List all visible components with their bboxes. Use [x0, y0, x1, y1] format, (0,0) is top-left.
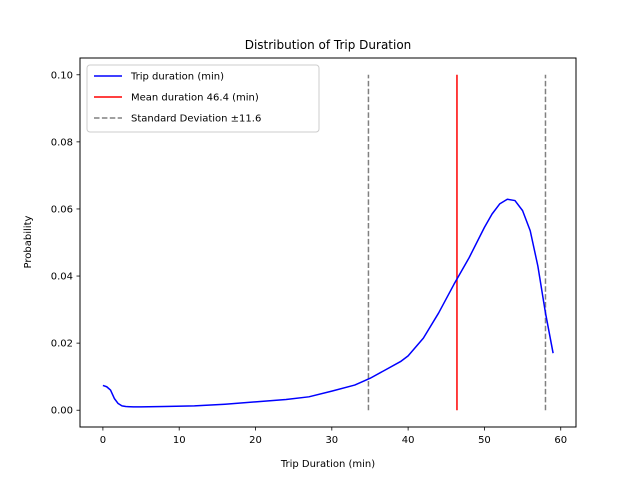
x-tick-label: 40 [402, 435, 415, 446]
x-tick-label: 10 [173, 435, 186, 446]
y-tick-label: 0.06 [51, 204, 73, 215]
legend-label-1: Mean duration 46.4 (min) [131, 93, 259, 104]
y-tick-label: 0.10 [51, 70, 73, 81]
plot-area [102, 74, 554, 411]
x-tick-label: 0 [100, 435, 106, 446]
y-tick-label: 0.00 [51, 406, 73, 417]
x-axis: 0 10 20 30 40 50 60 [100, 427, 567, 446]
x-tick-label: 20 [249, 435, 262, 446]
legend: Trip duration (min) Mean duration 46.4 (m… [86, 64, 320, 133]
y-tick-label: 0.04 [51, 272, 73, 283]
y-tick-label: 0.08 [51, 137, 73, 148]
x-tick-label: 30 [325, 435, 338, 446]
chart-title: Distribution of Trip Duration [245, 38, 412, 52]
legend-frame [86, 64, 320, 133]
x-tick-label: 50 [478, 435, 491, 446]
x-axis-label: Trip Duration (min) [280, 459, 375, 470]
series-line-0 [102, 198, 554, 408]
axes-frame [79, 57, 577, 428]
x-tick-label: 60 [554, 435, 567, 446]
y-axis: 0.00 0.02 0.04 0.06 0.08 0.10 [51, 70, 80, 417]
y-tick-label: 0.02 [51, 339, 73, 350]
y-axis-label: Probability [23, 215, 34, 268]
legend-label-0: Trip duration (min) [130, 72, 224, 83]
legend-label-2: Standard Deviation ±11.6 [131, 114, 261, 125]
